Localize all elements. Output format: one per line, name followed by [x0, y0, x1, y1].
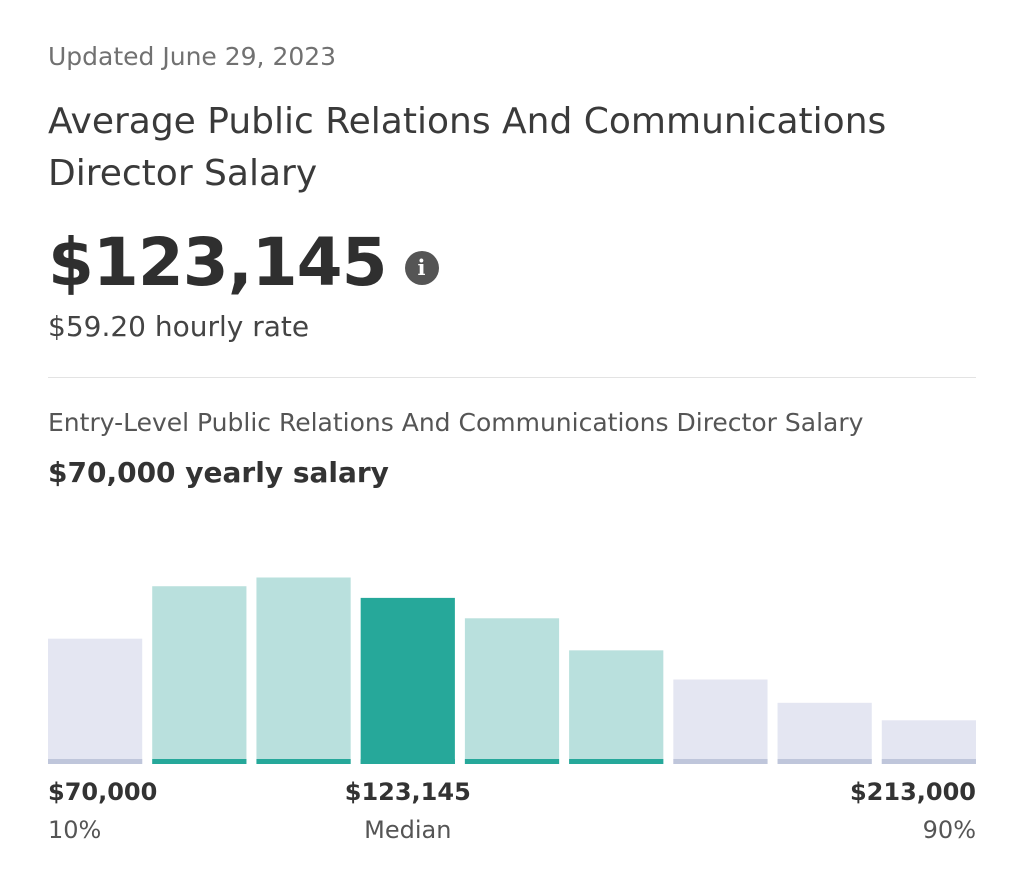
bar-fill: [464, 618, 560, 764]
marker-value-label: $70,000: [48, 778, 158, 806]
bar-baseline: [152, 759, 247, 764]
bar-fill: [673, 679, 768, 764]
bar-baseline: [777, 759, 872, 764]
bar-fill: [256, 577, 351, 764]
average-salary-value: $123,145: [48, 223, 388, 301]
bar-fill: [777, 702, 872, 764]
updated-date: Updated June 29, 2023: [48, 42, 337, 71]
histogram-bar: [881, 720, 976, 764]
marker-value-label: $213,000: [849, 778, 976, 806]
histogram-bar: [256, 577, 351, 764]
bar-fill: [569, 650, 664, 764]
marker-percentile-label: 10%: [48, 816, 102, 844]
salary-distribution-chart: [48, 577, 976, 764]
histogram-bar: [464, 618, 560, 764]
bar-baseline: [256, 759, 351, 764]
bar-baseline: [673, 759, 768, 764]
bar-fill: [360, 597, 455, 764]
bar-baseline: [569, 759, 664, 764]
marker-value-label: $123,145: [344, 778, 471, 806]
entry-level-salary: $70,000 yearly salary: [48, 456, 389, 489]
bar-fill: [881, 720, 976, 764]
marker-percentile-label: Median: [364, 816, 452, 844]
histogram-bar: [569, 650, 664, 764]
info-icon[interactable]: i: [404, 251, 439, 285]
bar-fill: [152, 586, 247, 764]
histogram-bar: [673, 679, 768, 764]
histogram-bar: [152, 586, 247, 764]
marker-percentile-label: 90%: [922, 816, 976, 844]
histogram-bar: [48, 638, 143, 764]
average-salary-row: $123,145 i: [48, 222, 439, 302]
bar-baseline: [881, 759, 976, 764]
page-title: Average Public Relations And Communicati…: [48, 101, 887, 194]
hourly-rate: $59.20 hourly rate: [48, 310, 310, 343]
bar-fill: [48, 638, 143, 764]
bar-baseline: [360, 759, 455, 764]
bar-baseline: [464, 759, 560, 764]
histogram-bar: [777, 702, 872, 764]
median-bar: [360, 597, 455, 764]
entry-level-label: Entry-Level Public Relations And Communi…: [48, 408, 864, 437]
bar-baseline: [48, 759, 143, 764]
divider: [48, 377, 976, 378]
